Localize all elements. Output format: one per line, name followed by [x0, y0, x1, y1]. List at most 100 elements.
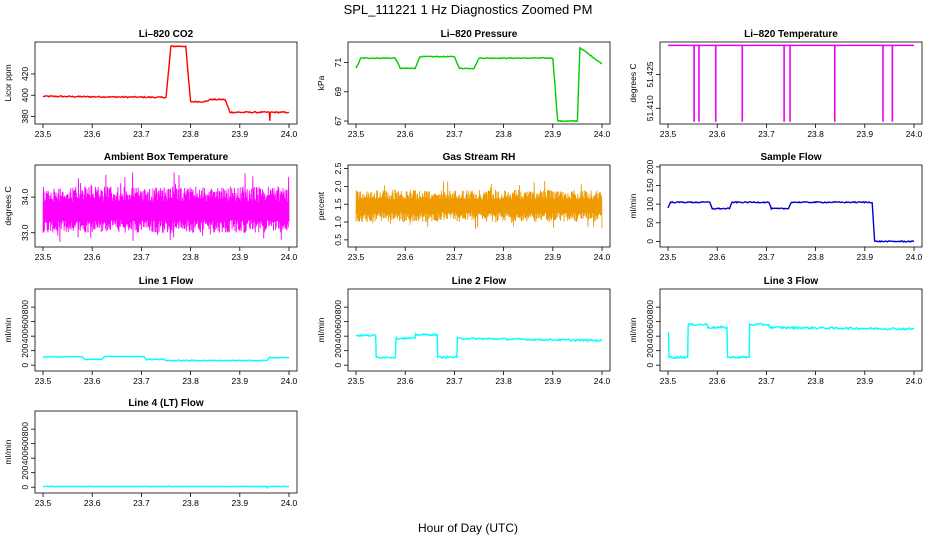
series-line: [356, 332, 603, 360]
y-tick-label: 420: [20, 67, 30, 81]
x-tick-label: 23.5: [35, 376, 52, 386]
y-tick-label: 400: [20, 451, 30, 465]
panel-9: Line 3 Flow 23.5 23.6 23.7 23.8 23.9 24.0 0 2004…: [628, 276, 923, 386]
plot-frame: [347, 41, 611, 125]
y-tick-label: 800: [20, 422, 30, 436]
panel-7: Line 1 Flow 23.5 23.6 23.7 23.8 23.9 24.0 0 2004…: [3, 276, 298, 386]
x-tick-label: 23.7: [133, 376, 150, 386]
x-tick-label: 23.5: [35, 252, 52, 262]
y-tick-label: 600: [645, 314, 655, 328]
y-tick-label: 1.0: [333, 216, 343, 228]
y-tick-label: 400: [20, 88, 30, 102]
x-tick-label: 23.7: [758, 129, 775, 139]
y-axis-label: ml/min: [3, 439, 13, 464]
y-tick-label: 600: [20, 436, 30, 450]
y-tick-label: 51.410: [645, 95, 655, 121]
x-tick-label: 23.6: [397, 252, 414, 262]
x-tick-label: 23.5: [35, 129, 52, 139]
plot-frame: [659, 288, 923, 372]
panel-1: Li–820 CO2 23.5 23.6 23.7 23.8 23.9 24.0 380 400…: [3, 29, 298, 139]
y-tick-label: 600: [333, 314, 343, 328]
x-tick-label: 23.5: [35, 498, 52, 508]
x-tick-label: 23.9: [545, 252, 562, 262]
y-tick-label: 0: [20, 363, 30, 368]
x-tick-label: 23.9: [232, 129, 249, 139]
y-axis-label: percent: [316, 191, 326, 220]
panel-title: Line 1 Flow: [139, 276, 194, 287]
x-tick-label: 24.0: [594, 252, 611, 262]
series-line: [355, 46, 603, 123]
y-axis-label: ml/min: [628, 317, 638, 342]
y-tick-label: 400: [20, 329, 30, 343]
x-tick-label: 23.9: [857, 376, 874, 386]
x-tick-label: 23.8: [495, 252, 512, 262]
y-tick-label: 200: [333, 343, 343, 357]
y-axis-label: degrees C: [628, 63, 638, 102]
x-tick-label: 23.8: [182, 129, 199, 139]
x-tick-label: 23.9: [545, 376, 562, 386]
x-tick-label: 23.7: [446, 376, 463, 386]
y-tick-label: 200: [645, 343, 655, 357]
x-tick-label: 23.8: [495, 376, 512, 386]
x-tick-label: 24.0: [594, 129, 611, 139]
series-line: [42, 44, 290, 121]
x-tick-label: 23.9: [232, 376, 249, 386]
x-tick-label: 23.9: [857, 129, 874, 139]
plot-frame: [347, 288, 611, 372]
y-tick-label: 0: [333, 363, 343, 368]
x-tick-label: 23.6: [709, 129, 726, 139]
y-tick-label: 2.5: [333, 162, 343, 174]
panel-title: Sample Flow: [760, 152, 821, 163]
x-tick-label: 23.6: [709, 252, 726, 262]
x-tick-label: 24.0: [281, 252, 298, 262]
y-tick-label: 200: [20, 343, 30, 357]
panel-title: Gas Stream RH: [443, 152, 516, 163]
x-tick-label: 23.8: [807, 252, 824, 262]
x-tick-label: 23.6: [84, 376, 101, 386]
plot-frame: [659, 41, 923, 125]
panel-2: Li–820 Pressure 23.5 23.6 23.7 23.8 23.9 24.0 6…: [316, 29, 611, 139]
x-tick-label: 23.7: [446, 252, 463, 262]
x-tick-label: 23.7: [446, 129, 463, 139]
panel-4: Ambient Box Temperature 23.5 23.6 23.7 23.8 2…: [3, 152, 298, 262]
x-tick-label: 23.6: [84, 252, 101, 262]
panel-title: Line 2 Flow: [452, 276, 507, 287]
x-tick-label: 23.7: [758, 252, 775, 262]
x-tick-label: 23.6: [397, 376, 414, 386]
series-line: [42, 355, 290, 362]
x-tick-label: 24.0: [906, 129, 923, 139]
y-tick-label: 34.0: [20, 189, 30, 206]
x-tick-label: 23.5: [660, 252, 677, 262]
y-tick-label: 33.0: [20, 224, 30, 241]
x-tick-label: 23.6: [397, 129, 414, 139]
series-line: [42, 485, 289, 490]
panel-title: Line 3 Flow: [764, 276, 819, 287]
x-tick-label: 23.6: [709, 376, 726, 386]
x-tick-label: 23.7: [133, 252, 150, 262]
y-axis-label: Licor ppm: [3, 64, 13, 101]
y-axis-label: kPa: [316, 75, 326, 90]
series-line: [667, 200, 915, 243]
y-tick-label: 71: [333, 58, 343, 68]
y-tick-label: 69: [333, 87, 343, 97]
x-tick-label: 23.5: [348, 129, 365, 139]
x-tick-label: 23.7: [133, 498, 150, 508]
plot-frame: [347, 164, 611, 248]
x-tick-label: 24.0: [906, 376, 923, 386]
y-tick-label: 800: [333, 300, 343, 314]
x-tick-label: 23.9: [232, 252, 249, 262]
y-tick-label: 0: [20, 485, 30, 490]
y-axis-label: degrees C: [3, 186, 13, 225]
panel-6: Sample Flow 23.5 23.6 23.7 23.8 23.9 24.0 0 50 10…: [628, 152, 923, 262]
x-tick-label: 23.8: [182, 498, 199, 508]
y-axis-label: ml/min: [316, 317, 326, 342]
x-axis-label: Hour of Day (UTC): [418, 521, 518, 535]
y-tick-label: 50: [645, 218, 655, 228]
x-tick-label: 23.5: [660, 129, 677, 139]
x-tick-label: 24.0: [594, 376, 611, 386]
x-tick-label: 23.7: [133, 129, 150, 139]
y-tick-label: 400: [645, 329, 655, 343]
series-line: [42, 172, 290, 243]
x-tick-label: 23.5: [660, 376, 677, 386]
x-tick-label: 24.0: [906, 252, 923, 262]
